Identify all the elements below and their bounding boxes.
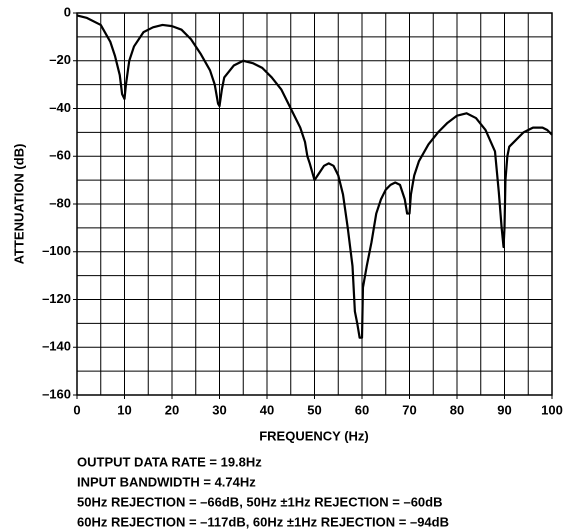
response-curve [76,14,553,339]
x-tick-label: 20 [165,402,179,417]
x-tick-label: 80 [450,402,464,417]
y-tick-label: –20 [49,52,71,67]
plot-frame [76,12,553,396]
y-tick-label: –120 [42,291,71,306]
annotation: 60Hz REJECTION = –117dB, 60Hz ±1Hz REJEC… [77,514,449,529]
annotation: OUTPUT DATA RATE = 19.8Hz [77,454,262,469]
x-axis-label: FREQUENCY (Hz) [259,428,369,443]
x-tick-label: 30 [212,402,226,417]
annotation: 50Hz REJECTION = –66dB, 50Hz ±1Hz REJECT… [77,494,442,509]
x-tick-label: 60 [355,402,369,417]
x-tick-label: 0 [73,402,80,417]
y-tick-label: –160 [42,386,71,401]
y-tick-label: –100 [42,243,71,258]
x-tick-label: 40 [260,402,274,417]
y-tick-label: –40 [49,100,71,115]
y-tick-label: –140 [42,339,71,354]
y-axis-label: ATTENUATION (dB) [11,144,26,265]
y-tick-label: –80 [49,195,71,210]
x-tick-label: 90 [497,402,511,417]
x-tick-label: 70 [402,402,416,417]
y-tick-label: 0 [64,4,71,19]
x-tick-label: 100 [541,402,563,417]
x-tick-label: 50 [307,402,321,417]
annotation: INPUT BANDWIDTH = 4.74Hz [77,474,256,489]
x-tick-label: 10 [117,402,131,417]
y-tick-label: –60 [49,148,71,163]
